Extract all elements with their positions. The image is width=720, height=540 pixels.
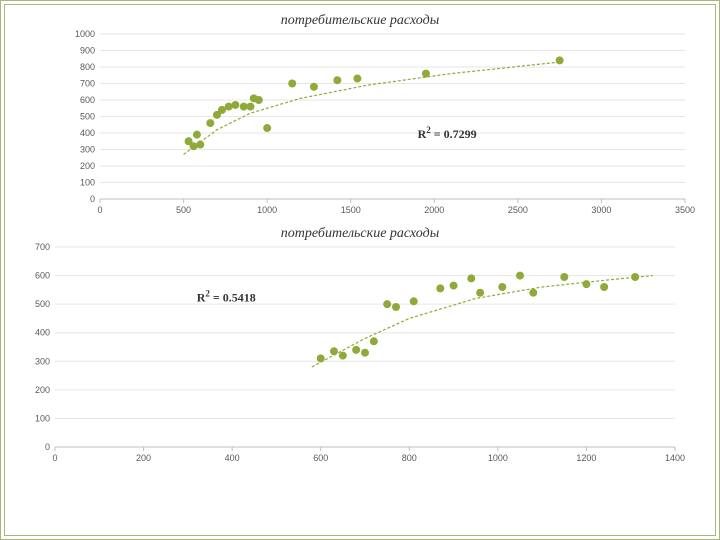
svg-text:100: 100 (35, 413, 50, 423)
slide-inner-frame: потребительские расходы 0 100 200 300 400 500… (4, 4, 716, 536)
chart2-scatter: 0 100 200 300 400 500 600 700 0 200 400 600 800 1000 1… (20, 242, 690, 472)
svg-text:200: 200 (80, 161, 95, 171)
chart2-title: потребительские расходы (5, 226, 715, 242)
svg-text:500: 500 (80, 112, 95, 122)
svg-text:1400: 1400 (665, 453, 685, 463)
svg-text:400: 400 (225, 453, 240, 463)
svg-text:200: 200 (136, 453, 151, 463)
svg-text:400: 400 (80, 128, 95, 138)
svg-text:100: 100 (80, 178, 95, 188)
svg-text:500: 500 (176, 205, 191, 215)
svg-text:1000: 1000 (488, 453, 508, 463)
chart1-scatter: 0 100 200 300 400 500 600 700 800 900 1000 0 500 1000… (60, 29, 700, 224)
svg-text:0: 0 (90, 194, 95, 204)
svg-text:0: 0 (97, 205, 102, 215)
svg-text:800: 800 (80, 62, 95, 72)
svg-text:800: 800 (402, 453, 417, 463)
svg-text:300: 300 (80, 145, 95, 155)
svg-text:1000: 1000 (257, 205, 277, 215)
svg-text:600: 600 (80, 95, 95, 105)
svg-text:R2 = 0.5418: R2 = 0.5418 (197, 288, 256, 304)
svg-text:3000: 3000 (591, 205, 611, 215)
svg-text:1200: 1200 (576, 453, 596, 463)
svg-text:500: 500 (35, 299, 50, 309)
svg-text:1500: 1500 (341, 205, 361, 215)
svg-text:300: 300 (35, 356, 50, 366)
svg-text:200: 200 (35, 385, 50, 395)
svg-text:400: 400 (35, 328, 50, 338)
svg-text:R2 = 0.7299: R2 = 0.7299 (418, 125, 477, 141)
svg-text:700: 700 (35, 242, 50, 252)
chart1-title: потребительские расходы (5, 13, 715, 29)
svg-text:2000: 2000 (424, 205, 444, 215)
svg-text:600: 600 (35, 271, 50, 281)
svg-text:0: 0 (52, 453, 57, 463)
slide-outer-frame: потребительские расходы 0 100 200 300 400 500… (0, 0, 720, 540)
svg-text:2500: 2500 (508, 205, 528, 215)
svg-text:700: 700 (80, 79, 95, 89)
svg-text:600: 600 (313, 453, 328, 463)
svg-text:3500: 3500 (675, 205, 695, 215)
svg-text:900: 900 (80, 46, 95, 56)
svg-text:0: 0 (45, 442, 50, 452)
svg-text:1000: 1000 (75, 29, 95, 39)
